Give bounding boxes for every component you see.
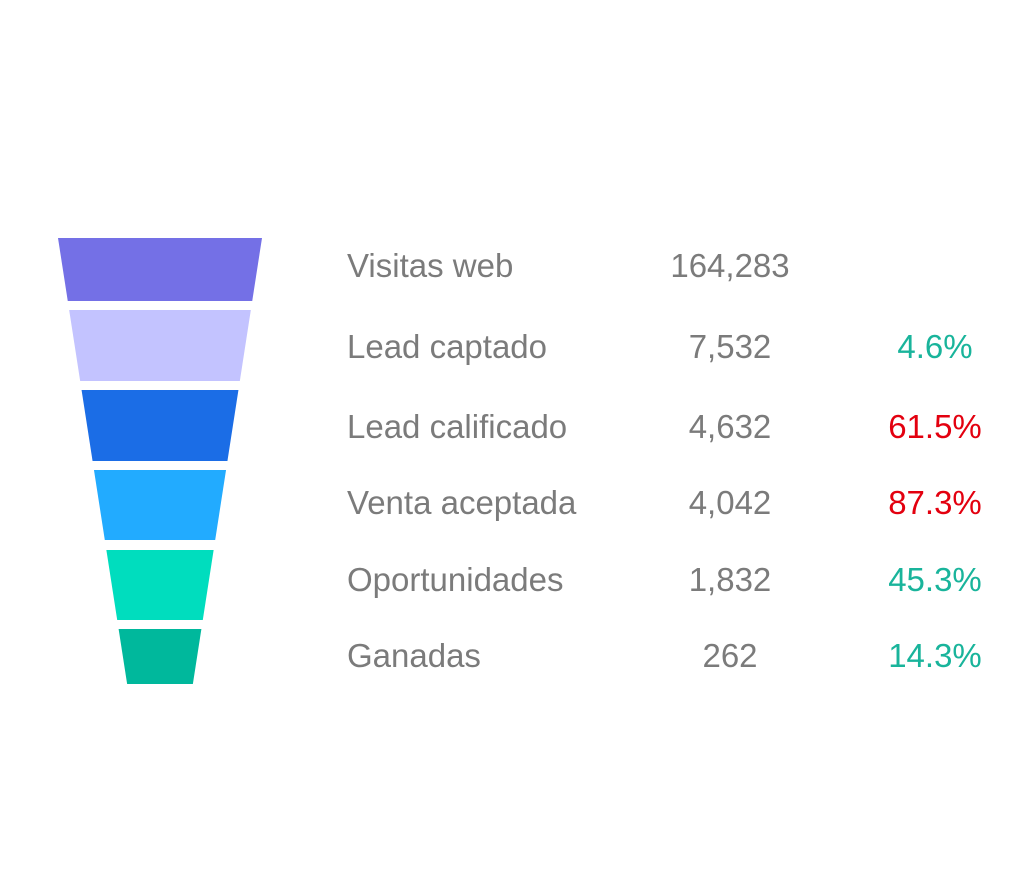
stage-conversion-rate: 45.3%: [888, 561, 982, 598]
stage-value: 262: [702, 637, 758, 674]
stage-conversion-rate: 4.6%: [897, 328, 973, 365]
funnel-row: Venta aceptada 4,042 87.3%: [0, 473, 1036, 533]
funnel-row: Visitas web 164,283: [0, 236, 1036, 296]
stage-label: Lead captado: [347, 328, 548, 365]
funnel-row: Lead calificado 4,632 61.5%: [0, 397, 1036, 457]
stage-value: 7,532: [688, 328, 772, 365]
stage-value: 164,283: [670, 247, 790, 284]
funnel-row: Oportunidades 1,832 45.3%: [0, 550, 1036, 610]
funnel-segment: [93, 470, 227, 540]
stage-value: 4,632: [688, 408, 772, 445]
funnel-segment: [69, 310, 251, 381]
stage-conversion-rate: 14.3%: [888, 637, 982, 674]
stage-label: Visitas web: [347, 247, 514, 284]
stage-value: 4,042: [688, 484, 772, 521]
funnel-segment: [118, 629, 202, 684]
stage-label: Lead calificado: [347, 408, 568, 445]
funnel-row: Lead captado 7,532 4.6%: [0, 317, 1036, 377]
stage-label: Ganadas: [347, 637, 481, 674]
stage-conversion-rate: 87.3%: [888, 484, 982, 521]
funnel-segment: [106, 550, 214, 620]
stage-label: Oportunidades: [347, 561, 564, 598]
funnel-row: Ganadas 262 14.3%: [0, 626, 1036, 686]
stage-label: Venta aceptada: [347, 484, 577, 521]
stage-conversion-rate: 61.5%: [888, 408, 982, 445]
funnel-segment: [81, 390, 239, 461]
stage-value: 1,832: [688, 561, 772, 598]
funnel-segment: [58, 238, 262, 301]
